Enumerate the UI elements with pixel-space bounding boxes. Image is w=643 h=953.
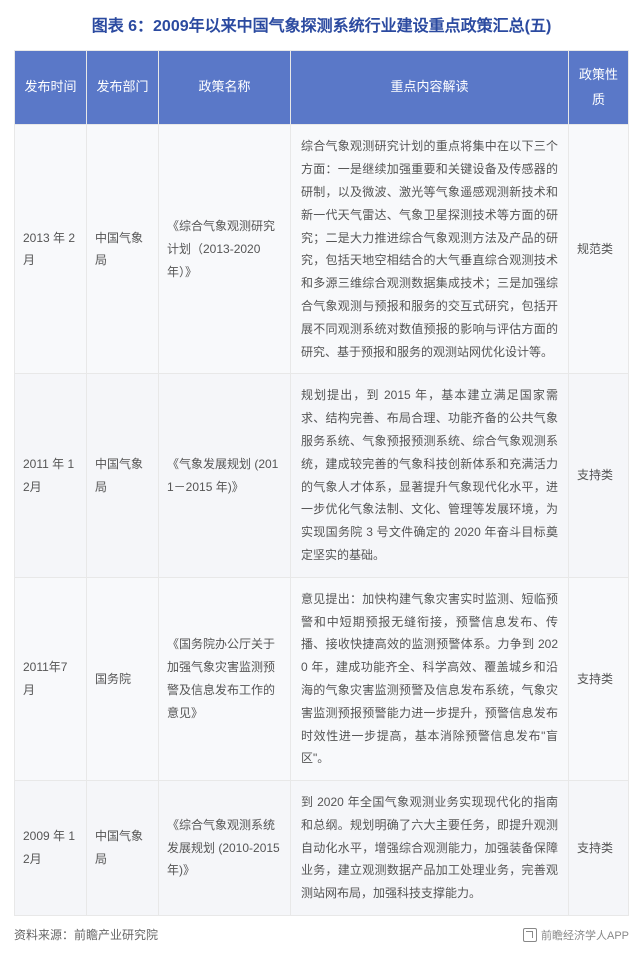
cell-type: 规范类 bbox=[569, 125, 629, 374]
brand-block: 前瞻经济学人APP bbox=[523, 927, 629, 943]
source-label: 资料来源：前瞻产业研究院 bbox=[14, 926, 158, 943]
cell-type: 支持类 bbox=[569, 374, 629, 577]
col-header-desc: 重点内容解读 bbox=[291, 51, 569, 125]
cell-name: 《综合气象观测系统发展规划 (2010-2015 年)》 bbox=[159, 781, 291, 916]
cell-type: 支持类 bbox=[569, 577, 629, 780]
page-container: 图表 6：2009年以来中国气象探测系统行业建设重点政策汇总(五) 发布时间 发… bbox=[0, 0, 643, 953]
brand-text: 前瞻经济学人APP bbox=[541, 927, 629, 943]
cell-dept: 中国气象局 bbox=[87, 125, 159, 374]
cell-dept: 国务院 bbox=[87, 577, 159, 780]
cell-desc: 到 2020 年全国气象观测业务实现现代化的指南和总纲。规划明确了六大主要任务，… bbox=[291, 781, 569, 916]
cell-name: 《国务院办公厅关于加强气象灾害监测预警及信息发布工作的意见》 bbox=[159, 577, 291, 780]
cell-desc: 规划提出，到 2015 年，基本建立满足国家需求、结构完善、布局合理、功能齐备的… bbox=[291, 374, 569, 577]
policy-table: 发布时间 发布部门 政策名称 重点内容解读 政策性质 2013 年 2月 中国气… bbox=[14, 50, 629, 916]
brand-logo-icon bbox=[523, 928, 537, 942]
col-header-name: 政策名称 bbox=[159, 51, 291, 125]
col-header-dept: 发布部门 bbox=[87, 51, 159, 125]
cell-date: 2011 年 12月 bbox=[15, 374, 87, 577]
cell-date: 2011年7月 bbox=[15, 577, 87, 780]
cell-date: 2013 年 2月 bbox=[15, 125, 87, 374]
cell-dept: 中国气象局 bbox=[87, 374, 159, 577]
cell-desc: 意见提出：加快构建气象灾害实时监测、短临预警和中短期预报无缝衔接，预警信息发布、… bbox=[291, 577, 569, 780]
cell-name: 《气象发展规划 (2011－2015 年)》 bbox=[159, 374, 291, 577]
table-row: 2009 年 12月 中国气象局 《综合气象观测系统发展规划 (2010-201… bbox=[15, 781, 629, 916]
footer: 资料来源：前瞻产业研究院 前瞻经济学人APP bbox=[14, 926, 629, 943]
table-row: 2011 年 12月 中国气象局 《气象发展规划 (2011－2015 年)》 … bbox=[15, 374, 629, 577]
cell-date: 2009 年 12月 bbox=[15, 781, 87, 916]
cell-name: 《综合气象观测研究计划（2013-2020 年）》 bbox=[159, 125, 291, 374]
table-header-row: 发布时间 发布部门 政策名称 重点内容解读 政策性质 bbox=[15, 51, 629, 125]
cell-dept: 中国气象局 bbox=[87, 781, 159, 916]
chart-title: 图表 6：2009年以来中国气象探测系统行业建设重点政策汇总(五) bbox=[14, 12, 629, 36]
col-header-type: 政策性质 bbox=[569, 51, 629, 125]
cell-type: 支持类 bbox=[569, 781, 629, 916]
cell-desc: 综合气象观测研究计划的重点将集中在以下三个方面：一是继续加强重要和关键设备及传感… bbox=[291, 125, 569, 374]
table-row: 2011年7月 国务院 《国务院办公厅关于加强气象灾害监测预警及信息发布工作的意… bbox=[15, 577, 629, 780]
table-row: 2013 年 2月 中国气象局 《综合气象观测研究计划（2013-2020 年）… bbox=[15, 125, 629, 374]
col-header-date: 发布时间 bbox=[15, 51, 87, 125]
